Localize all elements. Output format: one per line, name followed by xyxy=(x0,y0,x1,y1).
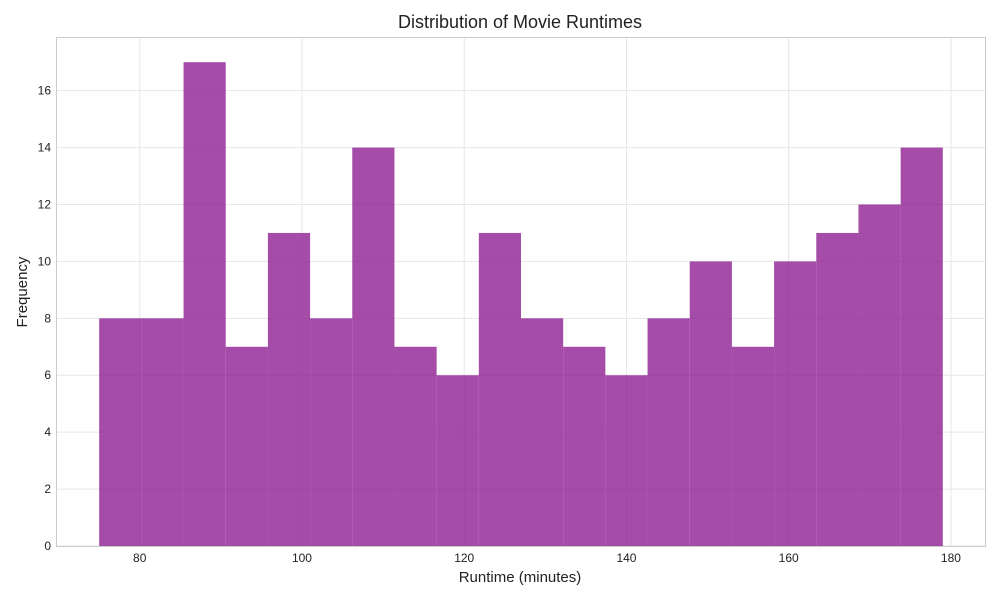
histogram-bar xyxy=(605,375,648,546)
histogram-bar xyxy=(183,62,226,546)
y-tick-label: 12 xyxy=(38,197,52,211)
histogram-bar xyxy=(436,375,479,546)
x-tick-label: 140 xyxy=(616,551,636,565)
histogram-bar xyxy=(647,318,690,546)
x-tick-labels: 80 100 120 140 160 180 xyxy=(133,551,961,565)
histogram-bar xyxy=(816,232,859,546)
y-tick-label: 2 xyxy=(44,482,51,496)
histogram-bar xyxy=(99,318,142,546)
x-axis-label: Runtime (minutes) xyxy=(459,569,582,586)
x-tick-label: 120 xyxy=(454,551,474,565)
plot-frame xyxy=(56,37,986,547)
y-tick-label: 8 xyxy=(44,311,51,325)
y-tick-label: 14 xyxy=(38,141,52,155)
y-tick-label: 10 xyxy=(38,254,52,268)
histogram-bar xyxy=(141,318,184,546)
x-tick-label: 180 xyxy=(941,551,961,565)
y-tick-label: 16 xyxy=(38,84,52,98)
histogram-bar xyxy=(858,204,901,546)
histogram-bar xyxy=(394,346,437,546)
histogram-bar xyxy=(521,318,564,546)
histogram-bar xyxy=(563,346,606,546)
y-tick-label: 6 xyxy=(44,368,51,382)
y-axis-label: Frequency xyxy=(14,256,31,327)
histogram-bar xyxy=(352,147,395,546)
histogram-bars xyxy=(99,62,943,546)
histogram-bar xyxy=(225,346,268,546)
histogram-bar xyxy=(267,232,311,546)
chart-title: Distribution of Movie Runtimes xyxy=(398,12,642,32)
x-tick-label: 160 xyxy=(779,551,799,565)
y-tick-labels: 0 2 4 6 8 10 12 14 16 xyxy=(38,84,52,553)
histogram-bar xyxy=(774,261,817,546)
x-tick-label: 100 xyxy=(292,551,312,565)
histogram-bar xyxy=(478,232,521,546)
histogram-bar xyxy=(731,346,775,546)
y-tick-label: 0 xyxy=(44,539,51,553)
histogram-bar xyxy=(689,261,732,546)
histogram-bar xyxy=(900,147,943,546)
x-tick-label: 80 xyxy=(133,551,147,565)
y-tick-label: 4 xyxy=(44,425,51,439)
histogram-bar xyxy=(310,318,353,546)
